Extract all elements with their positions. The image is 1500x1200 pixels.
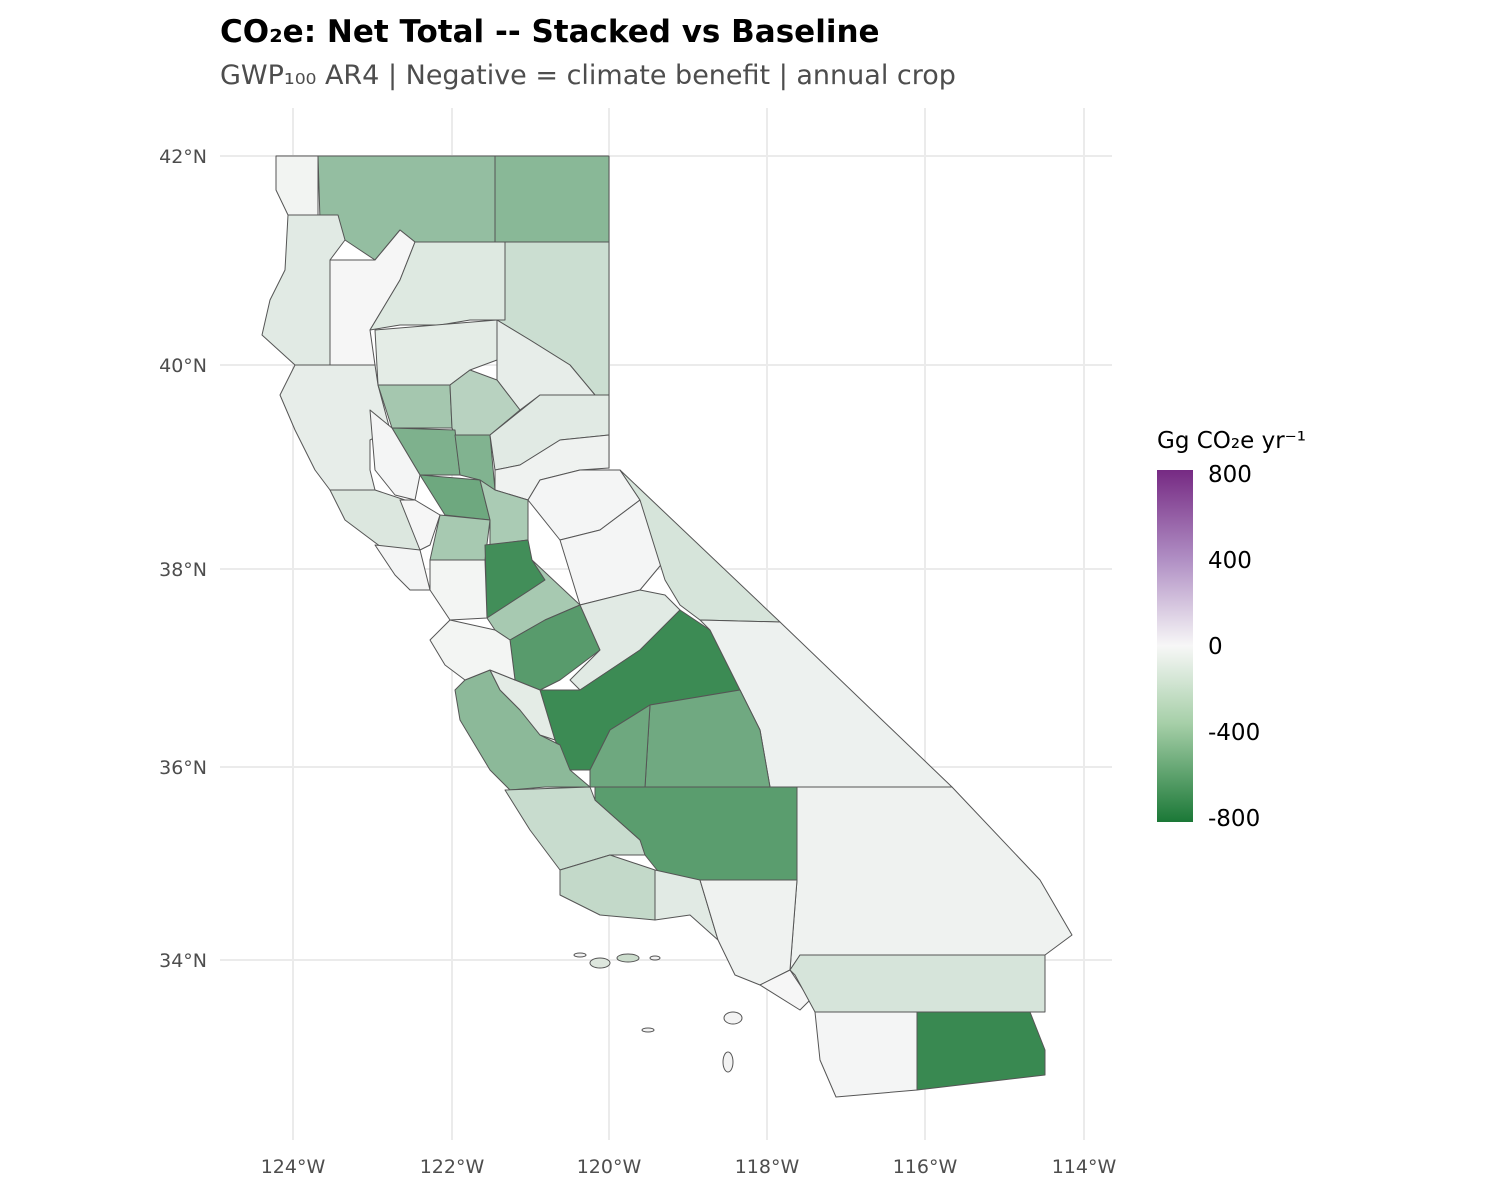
county-santa-clara: [429, 619, 516, 681]
county-del-norte: [275, 155, 319, 216]
channel-islands: [573, 952, 743, 1073]
county-san-benito: [489, 669, 556, 741]
county-san-bernardino: [789, 786, 1073, 971]
legend-tick: 0: [1208, 634, 1223, 660]
lat-label: 36°N: [159, 757, 207, 779]
county-contra-costa-alameda: [429, 559, 488, 621]
lon-label: 124°W: [261, 1156, 326, 1178]
county-marin: [374, 544, 431, 591]
county-solano: [429, 514, 491, 561]
county-riverside: [789, 954, 1046, 1013]
legend-title: Gg CO₂e yr⁻¹: [1157, 428, 1307, 454]
chart-subtitle: GWP₁₀₀ AR4 | Negative = climate benefit …: [220, 60, 956, 91]
county-napa: [399, 499, 441, 551]
lon-label: 122°W: [420, 1156, 485, 1178]
county-san-diego: [814, 1011, 918, 1098]
legend-tick: 400: [1208, 548, 1252, 574]
lat-label: 42°N: [159, 146, 207, 168]
lon-label: 114°W: [1052, 1156, 1117, 1178]
chart-title: CO₂e: Net Total -- Stacked vs Baseline: [220, 14, 880, 50]
county-imperial: [916, 1011, 1046, 1091]
legend-tick: -400: [1208, 720, 1261, 746]
lat-label: 34°N: [159, 950, 207, 972]
lon-label: 118°W: [735, 1156, 800, 1178]
lon-label: 120°W: [577, 1156, 642, 1178]
county-glenn: [377, 384, 453, 429]
county-modoc: [494, 155, 610, 243]
lat-label: 38°N: [159, 559, 207, 581]
county-mendocino: [279, 364, 391, 491]
county-sonoma: [329, 489, 421, 551]
lon-label: 116°W: [893, 1156, 958, 1178]
lat-label: 40°N: [159, 355, 207, 377]
legend-colorbar: [1157, 470, 1193, 822]
legend-tick: -800: [1208, 806, 1261, 832]
legend-tick: 800: [1208, 462, 1252, 488]
